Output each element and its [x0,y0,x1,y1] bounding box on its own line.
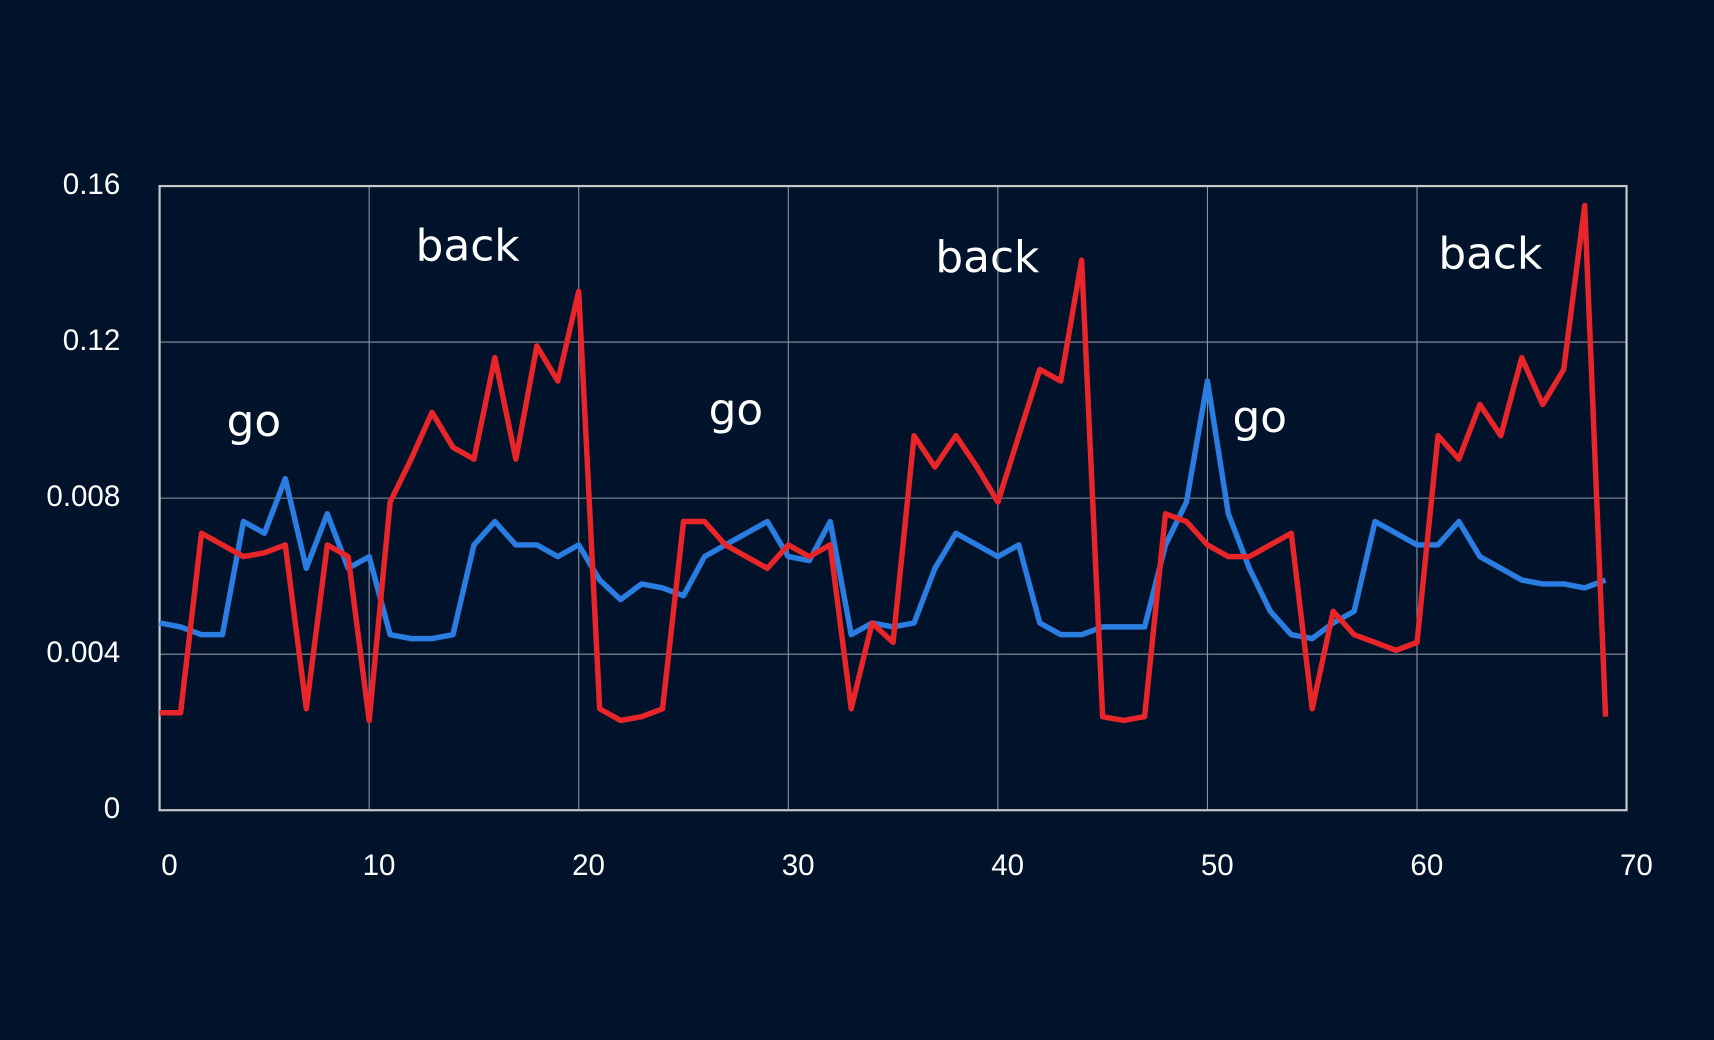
y-tick-label: 0.004 [46,636,120,669]
annotation: go [1233,392,1288,443]
x-tick-label: 0 [161,849,177,882]
x-tick-label: 30 [782,849,815,882]
y-tick-label: 0 [104,792,120,825]
plot-border [158,184,1628,812]
x-tick-label: 50 [1201,849,1234,882]
x-tick-label: 70 [1620,849,1653,882]
y-tick-label: 0.12 [63,324,120,357]
x-tick-label: 60 [1410,849,1443,882]
annotation: go [709,384,764,435]
x-tick-label: 20 [572,849,605,882]
y-tick-label: 0.16 [63,168,120,201]
x-tick-label: 40 [991,849,1024,882]
annotation: back [1438,228,1543,279]
y-tick-label: 0.008 [46,480,120,513]
annotation: go [227,396,282,447]
annotation: back [935,232,1040,283]
series-line [159,202,1609,724]
series-line [159,378,1607,642]
annotation: back [416,220,521,271]
x-tick-label: 10 [363,849,396,882]
